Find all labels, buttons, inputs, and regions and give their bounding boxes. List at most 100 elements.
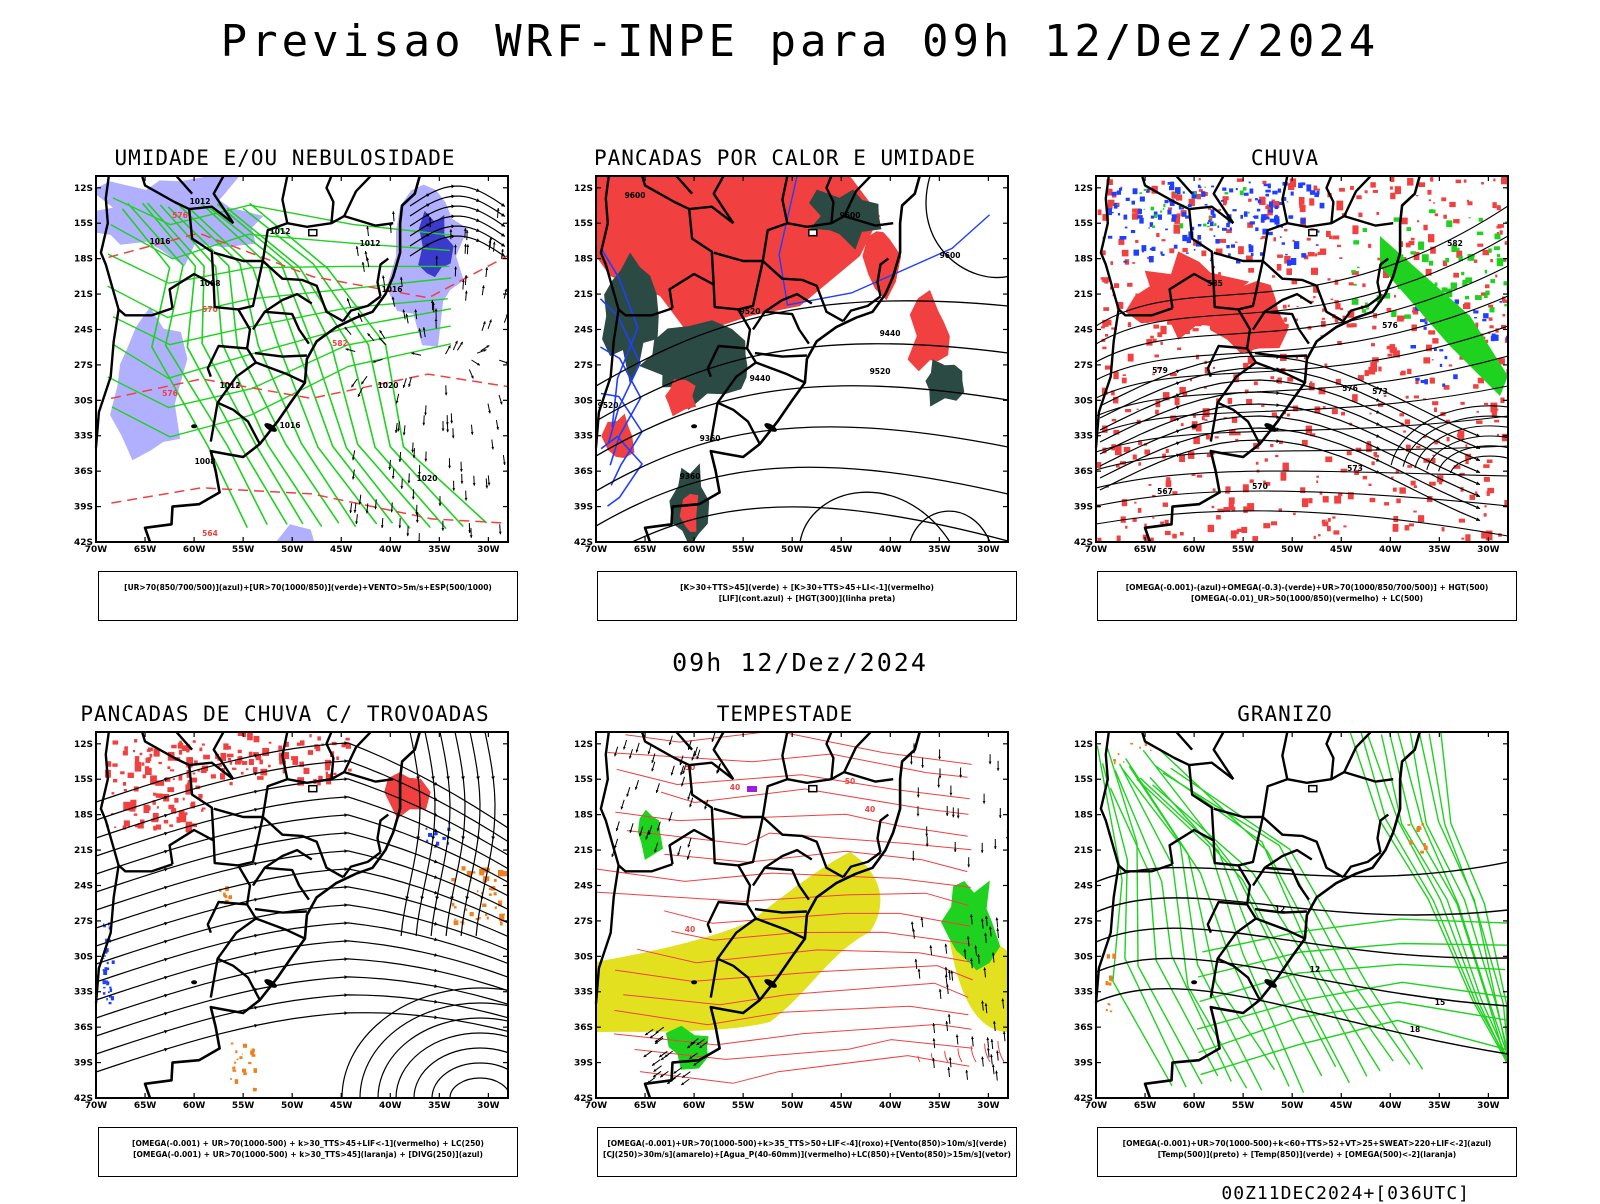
lat-tick-label: 15S bbox=[74, 775, 93, 785]
lat-tick-label: 15S bbox=[1074, 219, 1093, 229]
lon-tick-label: 35W bbox=[1428, 545, 1451, 555]
lon-tick-label: 50W bbox=[1281, 545, 1304, 555]
lon-tick-label: 40W bbox=[879, 545, 902, 555]
map-content: 9600960096009600952094409520944093609520… bbox=[577, 175, 1010, 562]
lon-tick-label: 65W bbox=[1134, 1101, 1157, 1111]
contour-label: 1012 bbox=[190, 197, 211, 206]
contour-label: 564 bbox=[202, 529, 218, 538]
map-plot: 1212151812S15S18S21S24S27S30S33S36S39S42… bbox=[1050, 702, 1520, 1122]
lat-tick-label: 24S bbox=[74, 325, 93, 335]
contour-label: 1016 bbox=[150, 237, 171, 246]
lon-tick-label: 60W bbox=[683, 545, 706, 555]
state-border bbox=[1238, 817, 1263, 865]
legend-line-1: [OMEGA(-0.001)+UR>70(1000-500)+k<60+TTS>… bbox=[1098, 1138, 1516, 1149]
lon-tick-label: 50W bbox=[781, 1101, 804, 1111]
lon-tick-label: 45W bbox=[1330, 545, 1353, 555]
contour-label: 9360 bbox=[680, 472, 701, 481]
state-border bbox=[755, 353, 807, 357]
lon-tick-label: 35W bbox=[928, 1101, 951, 1111]
lat-tick-label: 24S bbox=[74, 881, 93, 891]
lat-tick-label: 33S bbox=[1074, 988, 1093, 998]
contour-label: 40 bbox=[865, 805, 875, 814]
lat-tick-label: 33S bbox=[74, 988, 93, 998]
lat-tick-label: 33S bbox=[1074, 432, 1093, 442]
lon-tick-label: 55W bbox=[1232, 1101, 1255, 1111]
lon-tick-label: 30W bbox=[1477, 1101, 1500, 1111]
lat-tick-label: 27S bbox=[574, 361, 593, 371]
lat-tick-label: 33S bbox=[74, 432, 93, 442]
lon-tick-label: 40W bbox=[379, 1101, 402, 1111]
lat-tick-label: 12S bbox=[74, 740, 93, 750]
lat-tick-label: 30S bbox=[1074, 396, 1093, 406]
lat-tick-label: 21S bbox=[574, 290, 593, 300]
lon-tick-label: 50W bbox=[1281, 1101, 1304, 1111]
lon-tick-label: 50W bbox=[781, 545, 804, 555]
contour-label: 9600 bbox=[625, 191, 646, 200]
state-border bbox=[1176, 732, 1192, 750]
legend-line-1: [UR>70(850/700/500)](azul)+[UR>70(1000/8… bbox=[99, 582, 517, 593]
map-plot: 9600960096009600952094409520944093609520… bbox=[550, 146, 1020, 566]
lat-tick-label: 18S bbox=[74, 811, 93, 821]
lon-tick-label: 45W bbox=[830, 545, 853, 555]
lon-tick-label: 55W bbox=[232, 545, 255, 555]
lon-tick-label: 70W bbox=[85, 1101, 108, 1111]
lon-tick-label: 65W bbox=[134, 545, 157, 555]
lat-tick-label: 18S bbox=[1074, 255, 1093, 265]
lat-tick-label: 27S bbox=[74, 361, 93, 371]
lat-tick-label: 24S bbox=[574, 881, 593, 891]
lat-tick-label: 15S bbox=[1074, 775, 1093, 785]
lat-tick-label: 27S bbox=[1074, 361, 1093, 371]
lon-tick-label: 70W bbox=[85, 545, 108, 555]
lon-tick-label: 60W bbox=[183, 545, 206, 555]
state-border bbox=[1142, 732, 1214, 841]
lon-tick-label: 55W bbox=[732, 1101, 755, 1111]
lon-tick-label: 50W bbox=[281, 1101, 304, 1111]
lake bbox=[691, 424, 697, 428]
lon-tick-label: 45W bbox=[830, 1101, 853, 1111]
lon-tick-label: 55W bbox=[1232, 545, 1255, 555]
lat-tick-label: 36S bbox=[574, 1023, 593, 1033]
state-border bbox=[344, 176, 371, 216]
lon-tick-label: 55W bbox=[232, 1101, 255, 1111]
legend-line-2: [OMEGA(-0.01)_UR>50(1000/850)(vermelho) … bbox=[1098, 593, 1516, 604]
lat-tick-label: 27S bbox=[74, 917, 93, 927]
federal-district bbox=[809, 230, 817, 236]
contour-label: 579 bbox=[1152, 366, 1168, 375]
lon-tick-label: 60W bbox=[183, 1101, 206, 1111]
state-border bbox=[238, 817, 263, 865]
lat-tick-label: 24S bbox=[1074, 325, 1093, 335]
legend-line-2: [Temp(500)](preto) + [Temp(850)](verde) … bbox=[1098, 1149, 1516, 1160]
lon-tick-label: 30W bbox=[477, 545, 500, 555]
lat-tick-label: 21S bbox=[1074, 846, 1093, 856]
federal-district bbox=[809, 786, 817, 792]
lon-tick-label: 40W bbox=[1379, 545, 1402, 555]
state-border bbox=[844, 732, 871, 772]
contour-label: 1020 bbox=[417, 474, 438, 483]
lat-tick-label: 18S bbox=[574, 811, 593, 821]
lon-tick-label: 65W bbox=[134, 1101, 157, 1111]
lat-tick-label: 15S bbox=[74, 219, 93, 229]
contour-label: 40 bbox=[730, 783, 740, 792]
lat-tick-label: 30S bbox=[574, 952, 593, 962]
lon-tick-label: 70W bbox=[585, 1101, 608, 1111]
lat-tick-label: 33S bbox=[574, 988, 593, 998]
lat-tick-label: 12S bbox=[574, 740, 593, 750]
legend-line-2: [CJ(250)>30m/s](amarelo)+[Agua_P(40-60mm… bbox=[598, 1149, 1016, 1160]
lat-tick-label: 12S bbox=[1074, 740, 1093, 750]
main-title: Previsao WRF-INPE para 09h 12/Dez/2024 bbox=[0, 16, 1600, 67]
federal-district bbox=[309, 230, 317, 236]
state-border bbox=[753, 312, 809, 344]
lat-tick-label: 15S bbox=[574, 775, 593, 785]
map-content: 1012101210161008101210161020101610121008… bbox=[69, 176, 512, 566]
contour-label: 9440 bbox=[880, 329, 901, 338]
lon-tick-label: 60W bbox=[1183, 545, 1206, 555]
lat-tick-label: 39S bbox=[1074, 1059, 1093, 1069]
lon-tick-label: 65W bbox=[1134, 545, 1157, 555]
